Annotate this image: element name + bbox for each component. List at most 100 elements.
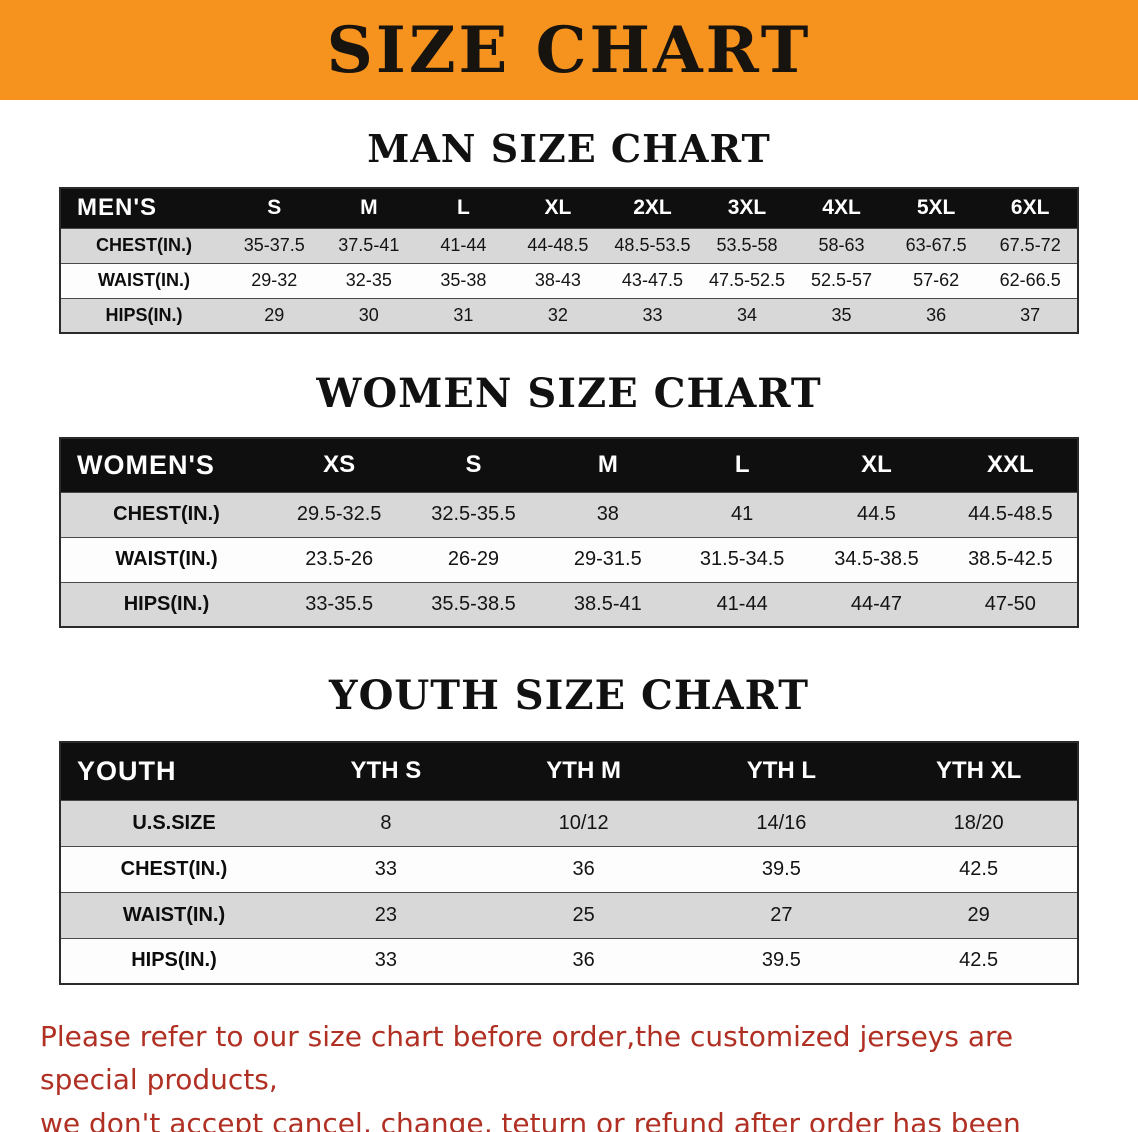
men-size-table: MEN'S S M L XL 2XL 3XL 4XL 5XL 6XL CHEST(IN.) 35-37… [59,187,1079,334]
women-size-header-cell: M [597,451,618,479]
youth-measurement-row: CHEST(IN.) 33 36 39.5 42.5 [60,846,1078,892]
men-table-header-row: MEN'S S M L XL 2XL 3XL 4XL 5XL 6XL [60,188,1078,228]
value-cell: 41-44 [440,235,487,255]
footer-note: Please refer to our size chart before or… [40,1015,1098,1132]
men-section-heading: MAN SIZE CHART [367,126,771,171]
men-size-header-cell: S [267,196,282,220]
value-cell: 34 [736,304,758,325]
value-cell: 52.5-57 [811,270,873,290]
value-cell: 44.5 [857,503,896,525]
women-size-table: WOMEN'S XS S M L XL XXL CHEST(IN.) 29.5-32.5 32.5… [59,437,1079,628]
footer-line-2: we don't accept cancel, change, teturn o… [40,1106,1021,1132]
youth-section-heading: YOUTH SIZE CHART [329,672,809,719]
row-label: HIPS(IN.) [123,592,210,615]
value-cell: 31.5-34.5 [699,548,785,570]
youth-size-header-cell: YTH L [746,757,817,785]
women-size-header-cell: XS [323,451,356,479]
youth-measurement-row: WAIST(IN.) 23 25 27 29 [60,892,1078,938]
value-cell: 39.5 [761,949,801,972]
row-label: WAIST(IN.) [98,270,190,290]
value-cell: 35.5-38.5 [431,592,516,615]
value-cell: 29.5-32.5 [296,503,382,525]
value-cell: 31 [453,304,474,325]
row-label: U.S.SIZE [132,811,216,834]
value-cell: 38.5-42.5 [968,548,1053,570]
value-cell: 27 [770,903,793,926]
value-cell: 33 [374,857,397,880]
youth-measurement-row: HIPS(IN.) 33 36 39.5 42.5 [60,938,1078,984]
value-cell: 26-29 [447,548,500,570]
women-size-header-cell: S [465,451,482,479]
women-size-header-cell: XXL [986,451,1034,479]
value-cell: 57-62 [913,270,960,290]
men-size-header-cell: M [360,196,378,220]
men-size-header-cell: 4XL [822,196,861,220]
value-cell: 36 [572,949,595,972]
women-measurement-row: WAIST(IN.) 23.5-26 26-29 29-31.5 31.5-34.5 34… [60,537,1078,582]
value-cell: 62-66.5 [999,270,1061,290]
value-cell: 44-48.5 [527,235,589,255]
value-cell: 38 [596,503,619,525]
value-cell: 33 [374,949,397,972]
value-cell: 33 [642,304,663,325]
value-cell: 47.5-52.5 [708,270,786,290]
value-cell: 44.5-48.5 [968,503,1053,525]
row-label: HIPS(IN.) [105,304,183,325]
youth-size-header-cell: YTH M [546,757,621,785]
value-cell: 18/20 [953,811,1004,834]
value-cell: 29 [967,903,990,926]
women-table-title-cell: WOMEN'S [77,449,215,480]
men-measurement-row: HIPS(IN.) 29 30 31 32 33 34 35 36 37 [60,298,1078,333]
value-cell: 35-37.5 [243,235,305,255]
value-cell: 29-32 [251,270,298,290]
value-cell: 38.5-41 [573,592,642,615]
value-cell: 37 [1020,304,1041,325]
value-cell: 36 [926,304,947,325]
value-cell: 41-44 [716,592,768,615]
youth-measurement-row: U.S.SIZE 8 10/12 14/16 18/20 [60,800,1078,846]
youth-size-table: YOUTH YTH S YTH M YTH L YTH XL U.S.SIZE 8 10/12… [59,741,1079,985]
value-cell: 8 [380,811,392,834]
value-cell: 10/12 [558,811,609,834]
row-label: WAIST(IN.) [122,903,226,926]
women-size-header-cell: L [734,451,750,479]
value-cell: 42.5 [959,949,999,972]
men-size-header-cell: 2XL [633,196,672,220]
youth-size-header-cell: YTH XL [935,757,1022,785]
value-cell: 23 [374,903,397,926]
women-measurement-row: CHEST(IN.) 29.5-32.5 32.5-35.5 38 41 44.5 44.5… [60,492,1078,537]
value-cell: 44-47 [850,592,903,615]
value-cell: 47-50 [984,592,1036,615]
value-cell: 48.5-53.5 [614,235,691,255]
row-label: WAIST(IN.) [115,548,218,570]
footer-line-1: Please refer to our size chart before or… [40,1020,1014,1097]
value-cell: 35-38 [440,270,487,290]
men-size-section: MAN SIZE CHART MEN'S S M L XL 2XL 3XL 4XL 5XL 6XL C… [0,126,1138,334]
men-size-header-cell: XL [544,196,572,220]
men-measurement-row: WAIST(IN.) 29-32 32-35 35-38 38-43 43-47.5 47.… [60,263,1078,298]
men-size-header-cell: 3XL [727,196,767,220]
women-section-heading: WOMEN SIZE CHART [316,370,822,417]
youth-size-header-cell: YTH S [350,757,422,785]
value-cell: 32 [547,304,568,325]
page-title: SIZE CHART [326,12,812,88]
value-cell: 14/16 [756,811,807,834]
value-cell: 63-67.5 [905,235,967,255]
value-cell: 67.5-72 [999,235,1061,255]
value-cell: 37.5-41 [338,235,400,255]
women-size-section: WOMEN SIZE CHART WOMEN'S XS S M L XL XXL CHEST(I… [0,370,1138,628]
value-cell: 32.5-35.5 [431,503,516,525]
value-cell: 34.5-38.5 [834,548,919,570]
banner: SIZE CHART [0,0,1138,100]
youth-size-section: YOUTH SIZE CHART YOUTH YTH S YTH M YTH L YTH … [0,672,1138,985]
value-cell: 32-35 [345,270,392,290]
youth-table-header-row: YOUTH YTH S YTH M YTH L YTH XL [60,742,1078,800]
row-label: CHEST(IN.) [113,503,220,525]
value-cell: 36 [572,857,595,880]
men-size-header-cell: 6XL [1010,196,1050,220]
youth-table-title-cell: YOUTH [77,755,177,786]
value-cell: 38-43 [534,270,581,290]
women-size-header-cell: XL [861,451,892,479]
men-size-header-cell: L [456,196,470,220]
